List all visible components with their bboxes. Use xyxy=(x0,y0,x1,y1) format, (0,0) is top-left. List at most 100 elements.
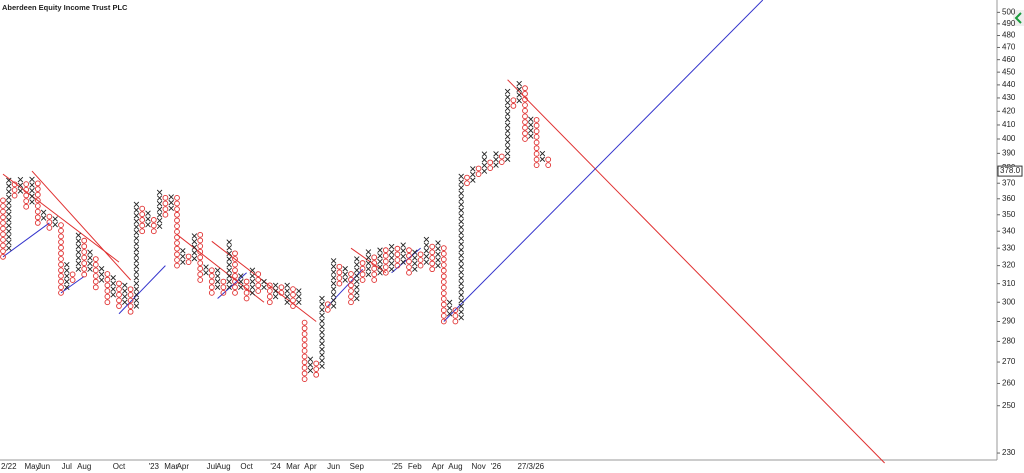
o-box xyxy=(359,265,366,272)
x-box xyxy=(296,288,302,294)
x-box xyxy=(481,157,488,163)
o-column xyxy=(475,165,482,177)
x-box xyxy=(75,243,82,250)
o-column xyxy=(510,97,517,109)
o-box xyxy=(104,299,111,306)
o-box xyxy=(545,156,552,163)
x-box xyxy=(493,151,499,157)
x-box xyxy=(133,241,140,247)
x-column xyxy=(458,173,464,321)
o-box xyxy=(34,203,41,209)
o-box xyxy=(92,256,99,262)
o-box xyxy=(475,171,482,177)
x-box xyxy=(458,247,464,253)
o-box xyxy=(0,225,6,232)
o-column xyxy=(0,197,6,260)
x-box xyxy=(214,284,221,291)
x-box xyxy=(412,266,418,272)
x-column xyxy=(168,194,174,212)
o-box xyxy=(81,237,88,244)
o-box xyxy=(116,280,122,287)
o-box xyxy=(232,250,238,257)
x-box xyxy=(458,196,464,202)
x-column xyxy=(214,267,221,291)
o-box xyxy=(116,297,122,304)
x-box xyxy=(29,187,35,194)
y-tick-label: 310 xyxy=(1002,279,1016,288)
x-tick-label: Apr xyxy=(304,462,317,471)
x-column xyxy=(377,247,383,276)
trend-line xyxy=(507,79,885,464)
o-box xyxy=(197,271,204,278)
x-box xyxy=(133,229,140,236)
o-box xyxy=(440,301,447,308)
x-column xyxy=(122,282,128,305)
trend-line xyxy=(176,234,265,303)
x-box xyxy=(458,218,464,225)
last-price-label: 378.0 xyxy=(1000,166,1021,175)
x-box xyxy=(516,86,522,93)
x-box xyxy=(110,286,116,292)
o-box xyxy=(533,134,540,140)
o-box xyxy=(348,293,354,300)
o-box xyxy=(290,286,296,292)
trend-line xyxy=(118,265,166,315)
o-box xyxy=(11,187,18,193)
o-box xyxy=(104,271,111,277)
y-tick-label: 500 xyxy=(1002,7,1016,16)
side-button[interactable] xyxy=(1013,10,1024,26)
o-box xyxy=(452,312,459,319)
x-tick-label: Aug xyxy=(216,462,230,471)
x-column xyxy=(284,282,290,305)
o-box xyxy=(232,273,238,279)
o-box xyxy=(208,289,215,296)
x-box xyxy=(98,265,105,272)
x-box xyxy=(29,193,35,200)
x-tick-label: '25 xyxy=(392,462,403,471)
x-box xyxy=(458,230,464,236)
x-box xyxy=(64,273,70,279)
o-box xyxy=(81,243,88,250)
x-box xyxy=(17,188,24,194)
x-box xyxy=(388,266,395,272)
x-box xyxy=(528,116,534,122)
y-tick-label: 300 xyxy=(1002,297,1016,306)
x-box xyxy=(226,278,232,285)
o-column xyxy=(440,245,447,325)
o-box xyxy=(533,150,540,157)
o-box xyxy=(34,214,41,221)
x-box xyxy=(75,232,82,239)
x-column xyxy=(296,288,302,305)
o-box xyxy=(139,211,146,218)
o-box xyxy=(348,288,354,294)
o-box xyxy=(23,192,30,199)
o-box xyxy=(92,261,99,268)
o-box xyxy=(81,271,88,278)
x-box xyxy=(493,156,499,163)
o-column xyxy=(34,180,41,226)
x-box xyxy=(249,278,256,285)
x-box xyxy=(156,200,163,207)
x-box xyxy=(249,284,256,290)
o-box xyxy=(139,222,146,229)
o-box xyxy=(92,278,99,285)
o-box xyxy=(255,288,262,294)
x-box xyxy=(133,218,140,225)
o-box xyxy=(475,165,482,172)
o-column xyxy=(278,284,285,296)
x-column xyxy=(319,295,325,370)
o-box xyxy=(243,289,250,296)
x-box xyxy=(156,195,163,201)
o-column xyxy=(150,217,157,235)
x-box xyxy=(98,271,105,278)
x-box xyxy=(504,133,511,140)
x-box xyxy=(261,284,267,291)
o-box xyxy=(429,255,436,261)
x-box xyxy=(377,247,383,253)
x-box xyxy=(6,234,12,240)
o-box xyxy=(417,257,424,263)
o-box xyxy=(440,284,447,291)
o-box xyxy=(197,248,204,255)
o-box xyxy=(545,162,552,168)
o-box xyxy=(313,366,320,373)
